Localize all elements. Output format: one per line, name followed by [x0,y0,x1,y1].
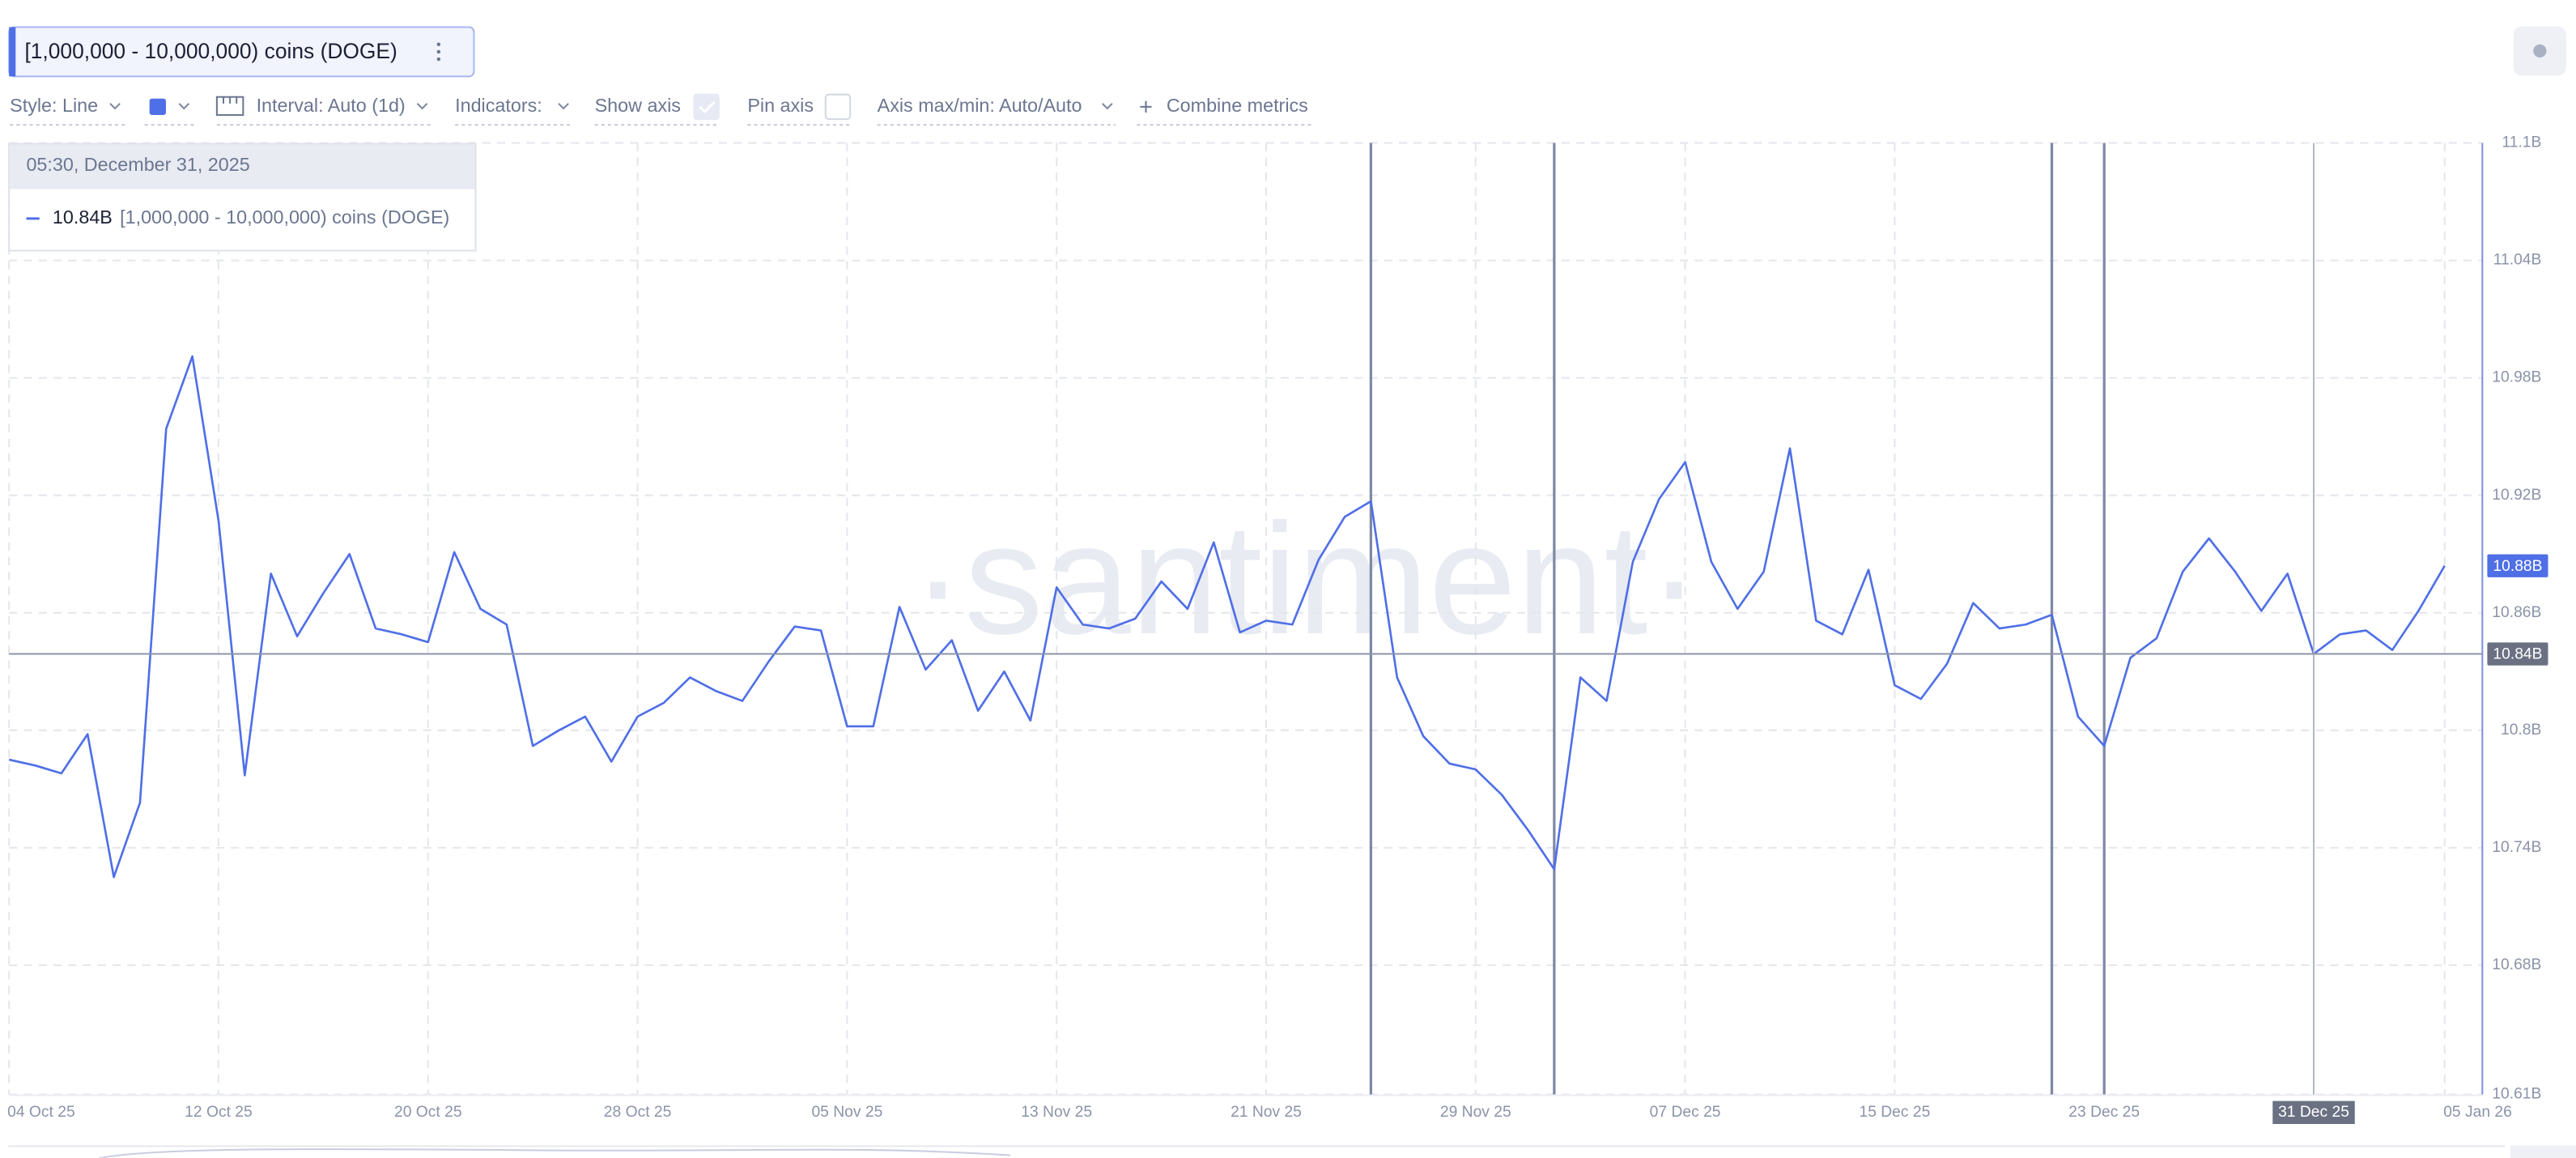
combine-metrics[interactable]: Combine metrics [1137,95,1311,126]
watermark: ·santiment· [912,492,1700,667]
x-tick-label: 31 Dec 25 [2278,1104,2349,1121]
y-tick-label: 10.61B [2492,1086,2541,1103]
last-value-badge [2487,554,2548,577]
style-select[interactable]: Style: Line [10,95,125,126]
show-axis-toggle[interactable]: Show axis [595,93,720,126]
show-axis-label: Show axis [595,95,681,116]
x-tick-label: 29 Nov 25 [1440,1104,1511,1121]
x-tick-label: 12 Oct 25 [185,1104,253,1121]
y-tick-label: 10.98B [2492,369,2541,386]
style-label: Style: Line [10,95,98,116]
x-tick-label: 13 Nov 25 [1021,1104,1092,1121]
toolbar: Style: Line Interval: Auto (1d) Indicato… [10,93,1311,126]
plot-area: 11.1B 11.04B 10.98B 10.92B 10.86B 10.8B 10.74B… [7,134,2548,1124]
x-tick-highlight [2272,1101,2355,1124]
chip-title: [1,000,000 - 10,000,000) coins (DOGE) [24,39,397,63]
x-tick-label: 28 Oct 25 [604,1104,672,1121]
tooltip-series: [1,000,000 - 10,000,000) coins (DOGE) [120,206,449,228]
color-select[interactable] [144,98,194,126]
indicators-label: Indicators: [455,95,542,116]
indicators-select[interactable]: Indicators: [455,95,572,126]
pin-axis-label: Pin axis [747,95,814,116]
chip-accent [9,27,16,77]
x-tick-label: 07 Dec 25 [1650,1104,1721,1121]
tooltip-value: 10.84B [53,206,113,228]
y-tick-label: 10.8B [2501,722,2541,739]
settings-button[interactable] [2513,26,2566,76]
series-line [8,355,2446,879]
y-tick-label: 11.1B [2502,134,2541,151]
x-tick-label: 05 Jan 26 [2443,1104,2512,1121]
x-tick-label: 15 Dec 25 [1859,1104,1930,1121]
y-tick-label: 10.86B [2492,604,2541,621]
tooltip: 05:30, December 31, 2025 10.84B [1,000,0… [8,143,477,252]
x-tick-label: 05 Nov 25 [811,1104,882,1121]
interval-select[interactable]: Interval: Auto (1d) [215,95,431,126]
tooltip-time: 05:30, December 31, 2025 [26,154,249,175]
hover-badge [2487,642,2548,666]
x-tick-label: 04 Oct 25 [7,1104,75,1121]
combine-label: Combine metrics [1167,95,1308,116]
navigator[interactable] [8,1145,2576,1158]
hover-badge-label: 10.84B [2493,646,2542,663]
axis-minmax-label: Axis max/min: Auto/Auto [878,95,1082,116]
last-value-label: 10.88B [2493,558,2542,575]
x-tick-label: 20 Oct 25 [394,1104,462,1121]
tooltip-header [10,144,475,189]
y-tick-label: 11.04B [2493,252,2542,269]
axis-minmax-select[interactable]: Axis max/min: Auto/Auto [878,95,1116,126]
chip-menu[interactable] [436,42,441,62]
y-tick-label: 10.68B [2492,956,2541,973]
pin-axis-toggle[interactable]: Pin axis [747,93,852,126]
metric-chip[interactable]: [1,000,000 - 10,000,000) coins (DOGE) [8,26,475,78]
interval-label: Interval: Auto (1d) [257,95,406,116]
x-tick-label: 23 Dec 25 [2068,1104,2140,1121]
y-tick-label: 10.74B [2492,839,2541,856]
y-tick-label: 10.92B [2492,487,2541,504]
x-tick-label: 21 Nov 25 [1231,1104,1302,1121]
